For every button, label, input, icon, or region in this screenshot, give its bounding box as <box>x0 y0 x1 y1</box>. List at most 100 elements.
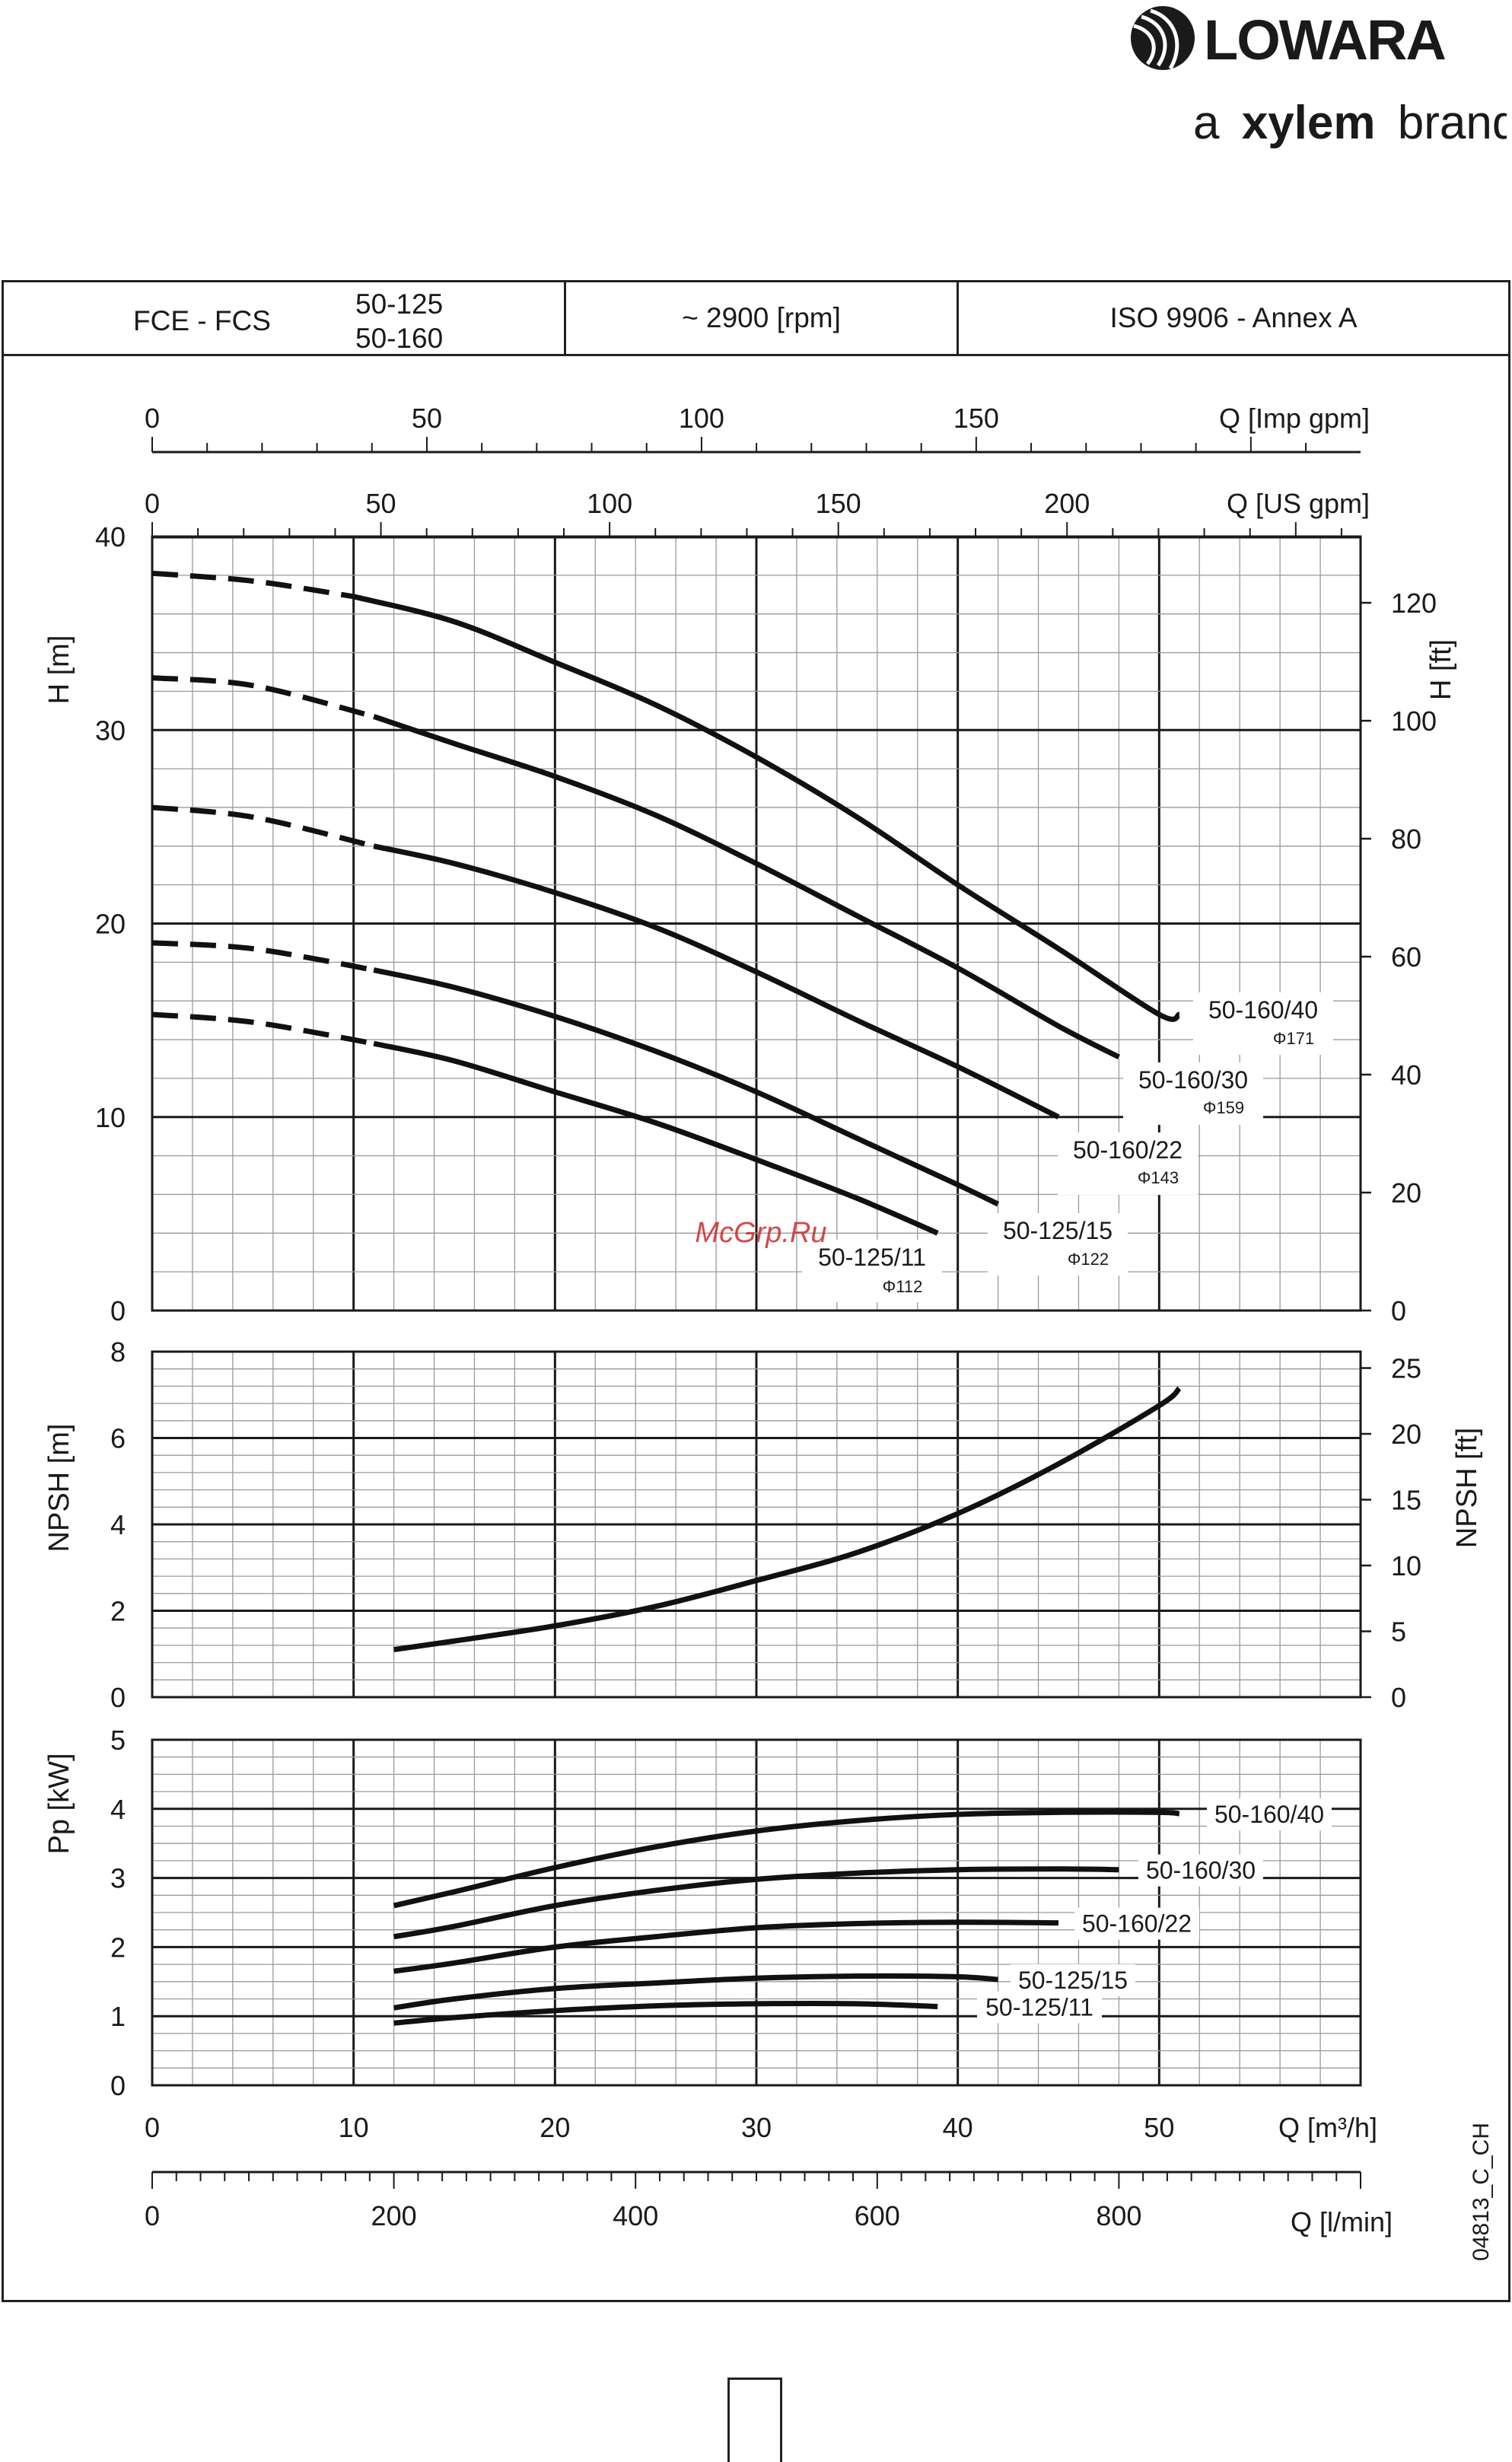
head-curve <box>373 714 1120 1060</box>
impeller-diameter-label: Φ159 <box>1203 1098 1244 1117</box>
head-curve-label: 50-125/15 <box>1003 1217 1113 1244</box>
page-number-tab <box>727 2378 782 2462</box>
y-tick-label: 2 <box>110 1932 126 1963</box>
power-curve-label: 50-125/11 <box>985 1993 1093 2021</box>
top-axis-tick-label: 50 <box>412 403 442 434</box>
lpm-tick-label: 0 <box>145 2200 160 2231</box>
panel-border <box>151 1350 1362 1699</box>
y-tick-label-right: 60 <box>1391 941 1421 973</box>
head-ft-axis-label: H [ft] <box>1425 639 1457 700</box>
head-curve <box>373 967 1000 1207</box>
y-tick-label-right: 5 <box>1391 1616 1406 1648</box>
y-tick-label: 0 <box>110 1295 126 1327</box>
y-tick-label: 8 <box>110 1336 126 1368</box>
impeller-diameter-label: Φ122 <box>1068 1250 1109 1269</box>
y-tick-label-right: 80 <box>1391 823 1421 855</box>
head-curve-dashed <box>151 570 355 600</box>
tagline-suffix: brand <box>1398 97 1507 149</box>
impeller-diameter-label: Φ112 <box>883 1277 923 1296</box>
brand-tagline: a xylem brand <box>1193 97 1507 149</box>
chart-labels: 0102030400246801234502040608010012005101… <box>43 403 1494 2261</box>
y-tick-label: 5 <box>110 1725 126 1756</box>
x-axis-label: Q [m³/h] <box>1278 2112 1377 2143</box>
npsh-ft-axis-label: NPSH [ft] <box>1451 1428 1483 1548</box>
x-tick-label: 10 <box>339 2112 369 2143</box>
tagline-prefix: a <box>1193 97 1220 149</box>
power-axis-label: Pp [kW] <box>43 1753 75 1854</box>
y-tick-label: 3 <box>110 1863 126 1894</box>
top-axis-label: Q [Imp gpm] <box>1219 403 1370 434</box>
chart-curves <box>151 570 1182 2026</box>
curve-label-bg <box>1138 1854 1263 1887</box>
power-curve <box>393 1809 1180 1909</box>
curve-label-bg <box>1058 1132 1198 1195</box>
header-sizes: 50-125 50-160 <box>355 287 443 355</box>
power-curve-label: 50-125/15 <box>1018 1967 1128 1994</box>
x-tick-label: 50 <box>1144 2112 1174 2143</box>
top-axis-tick-label: 150 <box>816 488 861 519</box>
watermark-text: McGrp.Ru <box>695 1217 826 1249</box>
y-tick-label: 6 <box>110 1423 126 1454</box>
y-tick-label-right: 40 <box>1391 1059 1421 1091</box>
head-curve <box>352 594 1181 1022</box>
y-tick-label: 4 <box>110 1509 126 1540</box>
lowara-swirl-icon <box>1131 6 1195 70</box>
head-curve-label: 50-160/30 <box>1138 1066 1248 1094</box>
brand-name: LOWARA <box>1204 8 1445 72</box>
power-curve <box>393 1919 1059 1974</box>
npsh-curve <box>393 1386 1182 1653</box>
power-curve <box>393 1973 998 2011</box>
y-tick-label-right: 120 <box>1391 588 1437 619</box>
power-curve-label: 50-160/22 <box>1082 1910 1192 1938</box>
impeller-diameter-label: Φ143 <box>1138 1168 1179 1187</box>
head-curve-label: 50-160/40 <box>1208 996 1318 1024</box>
curve-label-bg <box>1074 1907 1199 1940</box>
y-tick-label: 40 <box>95 521 126 553</box>
y-tick-label-right: 0 <box>1391 1295 1406 1327</box>
y-tick-label-right: 15 <box>1391 1485 1421 1516</box>
head-curve-label: 50-160/22 <box>1073 1136 1183 1164</box>
y-tick-label: 20 <box>95 909 126 940</box>
doc-code: 04813_C_CH <box>1469 2123 1494 2261</box>
x-tick-label: 30 <box>741 2112 772 2143</box>
top-axis-tick-label: 150 <box>953 403 999 434</box>
head-curve <box>373 1040 939 1236</box>
header-speed-cell: ~ 2900 [rpm] <box>566 282 959 354</box>
power-curve-label: 50-160/30 <box>1146 1857 1256 1884</box>
header-standard-cell: ISO 9906 - Annex A <box>1109 302 1358 333</box>
curve-label-bg <box>802 1240 942 1302</box>
header-model-cell: FCE - FCS 50-125 50-160 <box>4 282 566 354</box>
head-curve-dashed <box>151 940 374 973</box>
panel-border <box>151 1738 1362 2087</box>
top-axis-tick-label: 200 <box>1044 488 1090 519</box>
y-tick-label: 0 <box>110 1682 126 1713</box>
x-tick-label: 0 <box>145 2112 160 2143</box>
y-tick-label-right: 10 <box>1391 1550 1421 1581</box>
top-axis-tick-label: 100 <box>679 403 724 434</box>
y-tick-label: 2 <box>110 1596 126 1627</box>
head-curve-dashed <box>151 1011 374 1046</box>
header-size: 50-125 <box>355 288 444 320</box>
top-axis-label: Q [US gpm] <box>1227 488 1370 519</box>
y-tick-label: 1 <box>110 2001 126 2032</box>
y-tick-label-right: 0 <box>1391 1682 1406 1713</box>
y-tick-label: 0 <box>110 2070 126 2101</box>
lpm-axis-label: Q [l/min] <box>1291 2206 1393 2237</box>
tagline-brand: xylem <box>1242 97 1376 149</box>
power-curve-label: 50-160/40 <box>1214 1801 1324 1828</box>
curve-header-table: FCE - FCS 50-125 50-160 ~ 2900 [rpm] ISO… <box>2 280 1510 356</box>
chart-frame <box>2 356 1510 2302</box>
head-curve-label: 50-125/11 <box>818 1244 926 1271</box>
head-curve <box>373 843 1060 1120</box>
head-axis-label: H [m] <box>43 635 75 705</box>
top-axis-tick-label: 100 <box>587 488 632 519</box>
header-size: 50-160 <box>355 323 444 354</box>
curve-label-bg <box>1193 992 1333 1055</box>
lpm-tick-label: 600 <box>855 2200 900 2231</box>
lowara-logo: LOWARA a xylem brand <box>1131 6 1507 149</box>
chart-grids <box>151 437 1371 2189</box>
curve-label-bg <box>1011 1964 1135 1997</box>
x-tick-label: 20 <box>540 2112 570 2143</box>
power-curve <box>393 1866 1119 1940</box>
